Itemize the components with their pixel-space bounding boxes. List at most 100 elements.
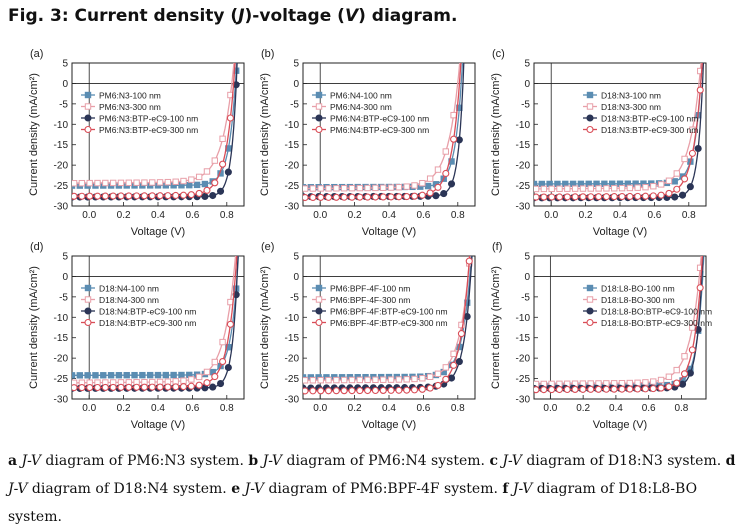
data-point <box>93 383 102 392</box>
x-axis-label: Voltage (V) <box>131 419 185 431</box>
y-tick-label: -15 <box>516 333 531 344</box>
data-point <box>203 368 211 376</box>
data-point <box>673 185 681 193</box>
data-point <box>440 190 448 198</box>
data-point <box>133 383 141 391</box>
legend-item: D18:N4-300 nm <box>81 295 159 305</box>
y-tick-label: -25 <box>285 181 300 192</box>
data-point <box>78 192 86 200</box>
data-point <box>92 372 99 379</box>
legend-label: D18:L8-BO-300 nm <box>601 295 675 305</box>
data-point <box>303 193 309 202</box>
data-point <box>418 385 426 393</box>
data-point <box>219 338 226 346</box>
y-tick-label: -5 <box>290 292 299 303</box>
data-point <box>162 371 170 379</box>
data-point <box>379 193 387 201</box>
data-point <box>671 193 679 201</box>
data-point <box>303 377 309 384</box>
data-point <box>395 184 403 191</box>
legend-item: PM6:N3:BTP-eC9-100 nm <box>81 114 198 124</box>
data-point <box>419 179 426 187</box>
data-point <box>109 179 117 187</box>
y-tick-label: -10 <box>54 313 69 324</box>
data-point <box>131 371 138 379</box>
panel-label: (d) <box>30 241 43 253</box>
data-point <box>434 370 442 377</box>
panel-label: (a) <box>30 48 43 60</box>
y-tick-label: -30 <box>54 202 69 213</box>
data-point <box>86 179 93 187</box>
data-point <box>156 192 164 200</box>
data-point <box>610 193 618 201</box>
data-point <box>364 376 371 384</box>
data-point <box>689 324 696 331</box>
data-point <box>364 386 372 395</box>
series-line <box>303 63 465 198</box>
data-point <box>203 168 211 175</box>
data-point <box>432 192 440 200</box>
data-point <box>225 344 232 351</box>
legend-label: D18:N4:BTP-eC9-300 nm <box>99 318 196 328</box>
series-4 <box>72 256 238 392</box>
data-point <box>419 375 426 382</box>
data-point <box>657 191 665 199</box>
data-point <box>332 193 340 201</box>
data-point <box>595 193 603 201</box>
y-tick-label: 0 <box>524 79 530 90</box>
x-tick-label: 0.6 <box>647 210 661 221</box>
x-tick-label: 0.8 <box>220 403 234 414</box>
data-point <box>540 193 548 201</box>
data-point <box>571 193 579 201</box>
data-point <box>426 384 434 392</box>
data-point <box>117 192 125 200</box>
legend-marker <box>315 125 323 134</box>
data-point <box>442 148 449 155</box>
x-tick-label: 0.8 <box>220 210 234 221</box>
legend-item: D18:L8-BO:BTP-eC9-300 nm <box>583 318 712 328</box>
data-point <box>356 193 364 201</box>
legend-label: PM6:N4-100 nm <box>330 91 392 101</box>
data-point <box>387 386 395 394</box>
legend-marker <box>586 318 594 327</box>
data-point <box>434 381 442 389</box>
data-point <box>146 371 154 379</box>
data-point <box>356 376 363 384</box>
series-2 <box>72 256 237 386</box>
data-point <box>372 184 379 192</box>
legend-marker <box>315 318 323 327</box>
data-point <box>665 189 673 197</box>
data-point <box>203 379 211 387</box>
data-point <box>634 192 642 200</box>
data-point <box>309 185 317 192</box>
data-point <box>534 180 538 188</box>
data-point <box>579 385 587 393</box>
y-tick-label: -20 <box>285 354 300 365</box>
data-point <box>626 192 634 201</box>
data-point <box>226 114 234 122</box>
data-point <box>447 180 456 188</box>
data-point <box>534 386 540 394</box>
data-point <box>109 192 117 200</box>
legend-label: PM6:N3:BTP-eC9-100 nm <box>99 114 198 124</box>
legend-label: D18:L8-BO:BTP-eC9-100 nm <box>601 307 712 317</box>
data-point <box>148 192 156 200</box>
x-tick-label: 0.6 <box>185 210 199 221</box>
legend-label: D18:N4-100 nm <box>99 284 159 294</box>
data-point <box>673 170 680 177</box>
data-point <box>72 384 78 392</box>
data-point <box>219 358 227 366</box>
x-tick-label: 0.0 <box>82 403 96 414</box>
legend-marker <box>315 284 323 292</box>
data-point <box>450 361 458 369</box>
data-point <box>450 350 457 358</box>
data-point <box>634 385 642 393</box>
legend-label: PM6:N4:BTP-eC9-100 nm <box>330 114 429 124</box>
data-point <box>603 185 610 192</box>
data-point <box>72 192 78 200</box>
data-point <box>72 372 76 379</box>
data-point <box>458 321 465 329</box>
data-point <box>602 193 610 201</box>
data-point <box>324 193 333 201</box>
data-point <box>447 374 456 382</box>
